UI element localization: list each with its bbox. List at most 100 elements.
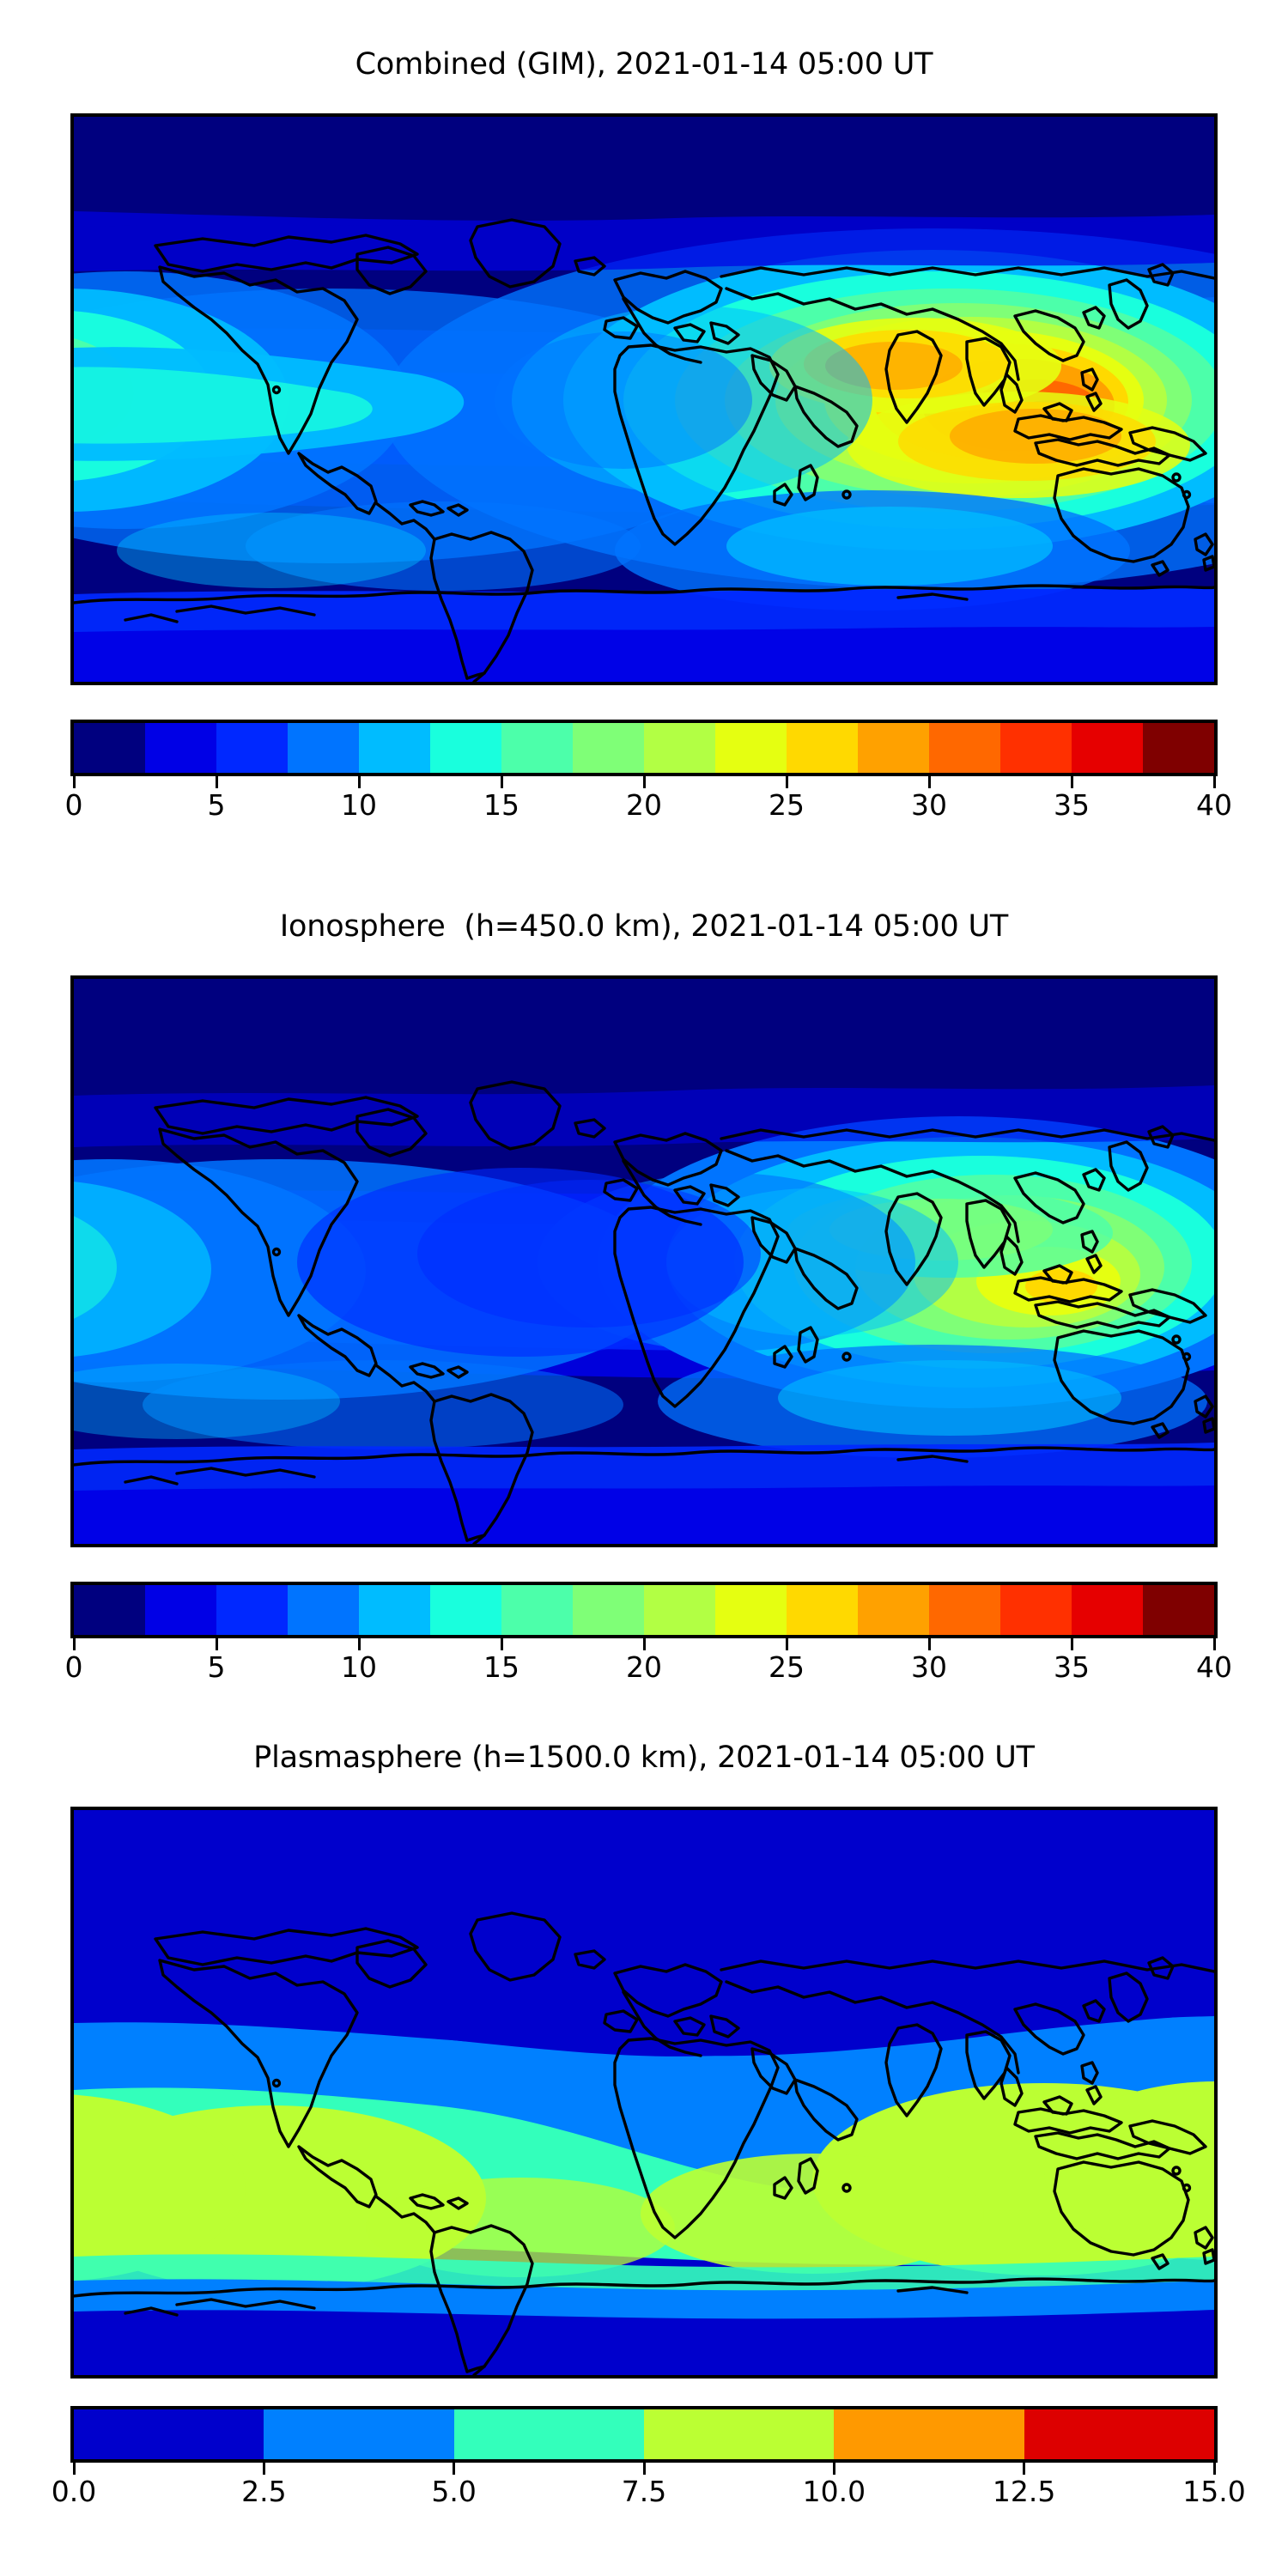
colorbar-tick-label: 0	[64, 788, 83, 822]
colorbar-tick-label: 10.0	[802, 2475, 866, 2508]
colorbar-swatch	[74, 723, 145, 773]
colorbar-swatch	[74, 1585, 145, 1635]
colorbar-tick-label: 25	[769, 1650, 805, 1684]
colorbar-tick-label: 15	[483, 788, 519, 822]
colorbar-swatch	[834, 2409, 1024, 2459]
colorbar-tick-label: 5	[207, 788, 226, 822]
colorbar-combined: 0 5 10 15 20 25 30 35 40	[65, 720, 1233, 826]
colorbar-swatch	[1072, 723, 1143, 773]
colorbar-swatch	[858, 723, 929, 773]
colorbar-tick-label: 15.0	[1182, 2475, 1246, 2508]
colorbar-tick	[642, 1638, 646, 1650]
colorbar-swatch	[430, 1585, 501, 1635]
colorbar-tick-label: 20	[626, 788, 662, 822]
coastlines	[74, 218, 1214, 682]
colorbar-swatch	[216, 1585, 288, 1635]
coastlines	[74, 1911, 1214, 2375]
colorbar-combined-ticks	[70, 776, 1218, 788]
colorbar-swatch	[359, 1585, 430, 1635]
colorbar-ionosphere-labels: 0 5 10 15 20 25 30 35 40	[65, 1650, 1233, 1688]
colorbar-plasmasphere: 0.0 2.5 5.0 7.5 10.0 12.5 15.0	[52, 2406, 1246, 2512]
colorbar-swatch	[573, 723, 644, 773]
colorbar-swatch	[1072, 1585, 1143, 1635]
colorbar-tick	[215, 1638, 218, 1650]
colorbar-tick	[1212, 1638, 1216, 1650]
colorbar-swatch	[929, 1585, 1000, 1635]
map-plasmasphere-svg	[74, 1810, 1214, 2375]
panel-title-plasmasphere: Plasmasphere (h=1500.0 km), 2021-01-14 0…	[253, 1741, 1035, 1775]
colorbar-swatch	[644, 1585, 715, 1635]
panel-title-combined: Combined (GIM), 2021-01-14 05:00 UT	[355, 47, 933, 82]
colorbar-tick-label: 5.0	[431, 2475, 477, 2508]
colorbar-tick	[927, 1638, 931, 1650]
colorbar-swatch	[929, 723, 1000, 773]
panel-ionosphere: Ionosphere (h=450.0 km), 2021-01-14 05:0…	[0, 862, 1288, 1721]
colorbar-tick-label: 35	[1054, 788, 1090, 822]
colorbar-swatch	[430, 723, 501, 773]
colorbar-tick	[215, 776, 218, 788]
colorbar-swatch	[453, 2409, 644, 2459]
colorbar-tick	[1070, 1638, 1073, 1650]
colorbar-ionosphere: 0 5 10 15 20 25 30 35 40	[65, 1582, 1233, 1688]
colorbar-combined-labels: 0 5 10 15 20 25 30 35 40	[65, 788, 1233, 826]
coastlines	[74, 1080, 1214, 1544]
colorbar-swatch	[501, 723, 573, 773]
colorbar-plasmasphere-ticks	[70, 2463, 1218, 2475]
colorbar-tick	[1070, 776, 1073, 788]
colorbar-tick	[642, 776, 646, 788]
colorbar-plasmasphere-bar	[70, 2406, 1218, 2463]
colorbar-combined-bar	[70, 720, 1218, 776]
colorbar-tick-label: 25	[769, 788, 805, 822]
colorbar-swatch	[145, 1585, 216, 1635]
map-combined-svg	[74, 117, 1214, 682]
colorbar-swatch	[787, 1585, 858, 1635]
colorbar-tick	[262, 2463, 265, 2475]
panel-combined: Combined (GIM), 2021-01-14 05:00 UT	[0, 0, 1288, 859]
colorbar-tick	[832, 2463, 835, 2475]
colorbar-tick-label: 35	[1054, 1650, 1090, 1684]
colorbar-tick	[500, 1638, 503, 1650]
colorbar-swatch	[216, 723, 288, 773]
colorbar-swatch	[1000, 723, 1072, 773]
colorbar-tick-label: 0.0	[51, 2475, 97, 2508]
colorbar-swatch	[1024, 2409, 1214, 2459]
colorbar-tick-label: 30	[911, 788, 947, 822]
colorbar-tick-label: 2.5	[241, 2475, 287, 2508]
colorbar-swatch	[1000, 1585, 1072, 1635]
colorbar-tick	[785, 1638, 788, 1650]
colorbar-tick	[357, 1638, 361, 1650]
colorbar-swatch	[288, 1585, 359, 1635]
colorbar-swatch	[715, 1585, 787, 1635]
colorbar-tick-label: 10	[341, 1650, 377, 1684]
colorbar-tick-label: 10	[341, 788, 377, 822]
colorbar-tick	[357, 776, 361, 788]
colorbar-tick-label: 30	[911, 1650, 947, 1684]
colorbar-tick-label: 12.5	[992, 2475, 1056, 2508]
colorbar-swatch	[1143, 723, 1214, 773]
colorbar-swatch	[264, 2409, 454, 2459]
map-ionosphere	[70, 975, 1218, 1547]
colorbar-swatch	[74, 2409, 264, 2459]
colorbar-swatch	[787, 723, 858, 773]
map-combined	[70, 113, 1218, 685]
colorbar-tick	[927, 776, 931, 788]
colorbar-tick-label: 20	[626, 1650, 662, 1684]
colorbar-plasmasphere-labels: 0.0 2.5 5.0 7.5 10.0 12.5 15.0	[52, 2475, 1246, 2512]
colorbar-ionosphere-bar	[70, 1582, 1218, 1638]
colorbar-tick	[785, 776, 788, 788]
colorbar-tick-label: 0	[64, 1650, 83, 1684]
colorbar-swatch	[644, 723, 715, 773]
colorbar-tick	[1212, 776, 1216, 788]
colorbar-ionosphere-ticks	[70, 1638, 1218, 1650]
colorbar-tick	[453, 2463, 456, 2475]
map-plasmasphere	[70, 1807, 1218, 2379]
colorbar-tick-label: 7.5	[621, 2475, 667, 2508]
panel-plasmasphere: Plasmasphere (h=1500.0 km), 2021-01-14 0…	[0, 1693, 1288, 2576]
colorbar-swatch	[359, 723, 430, 773]
colorbar-tick	[1212, 2463, 1216, 2475]
colorbar-swatch	[145, 723, 216, 773]
colorbar-tick	[500, 776, 503, 788]
colorbar-tick	[1023, 2463, 1026, 2475]
colorbar-tick-label: 40	[1196, 788, 1232, 822]
